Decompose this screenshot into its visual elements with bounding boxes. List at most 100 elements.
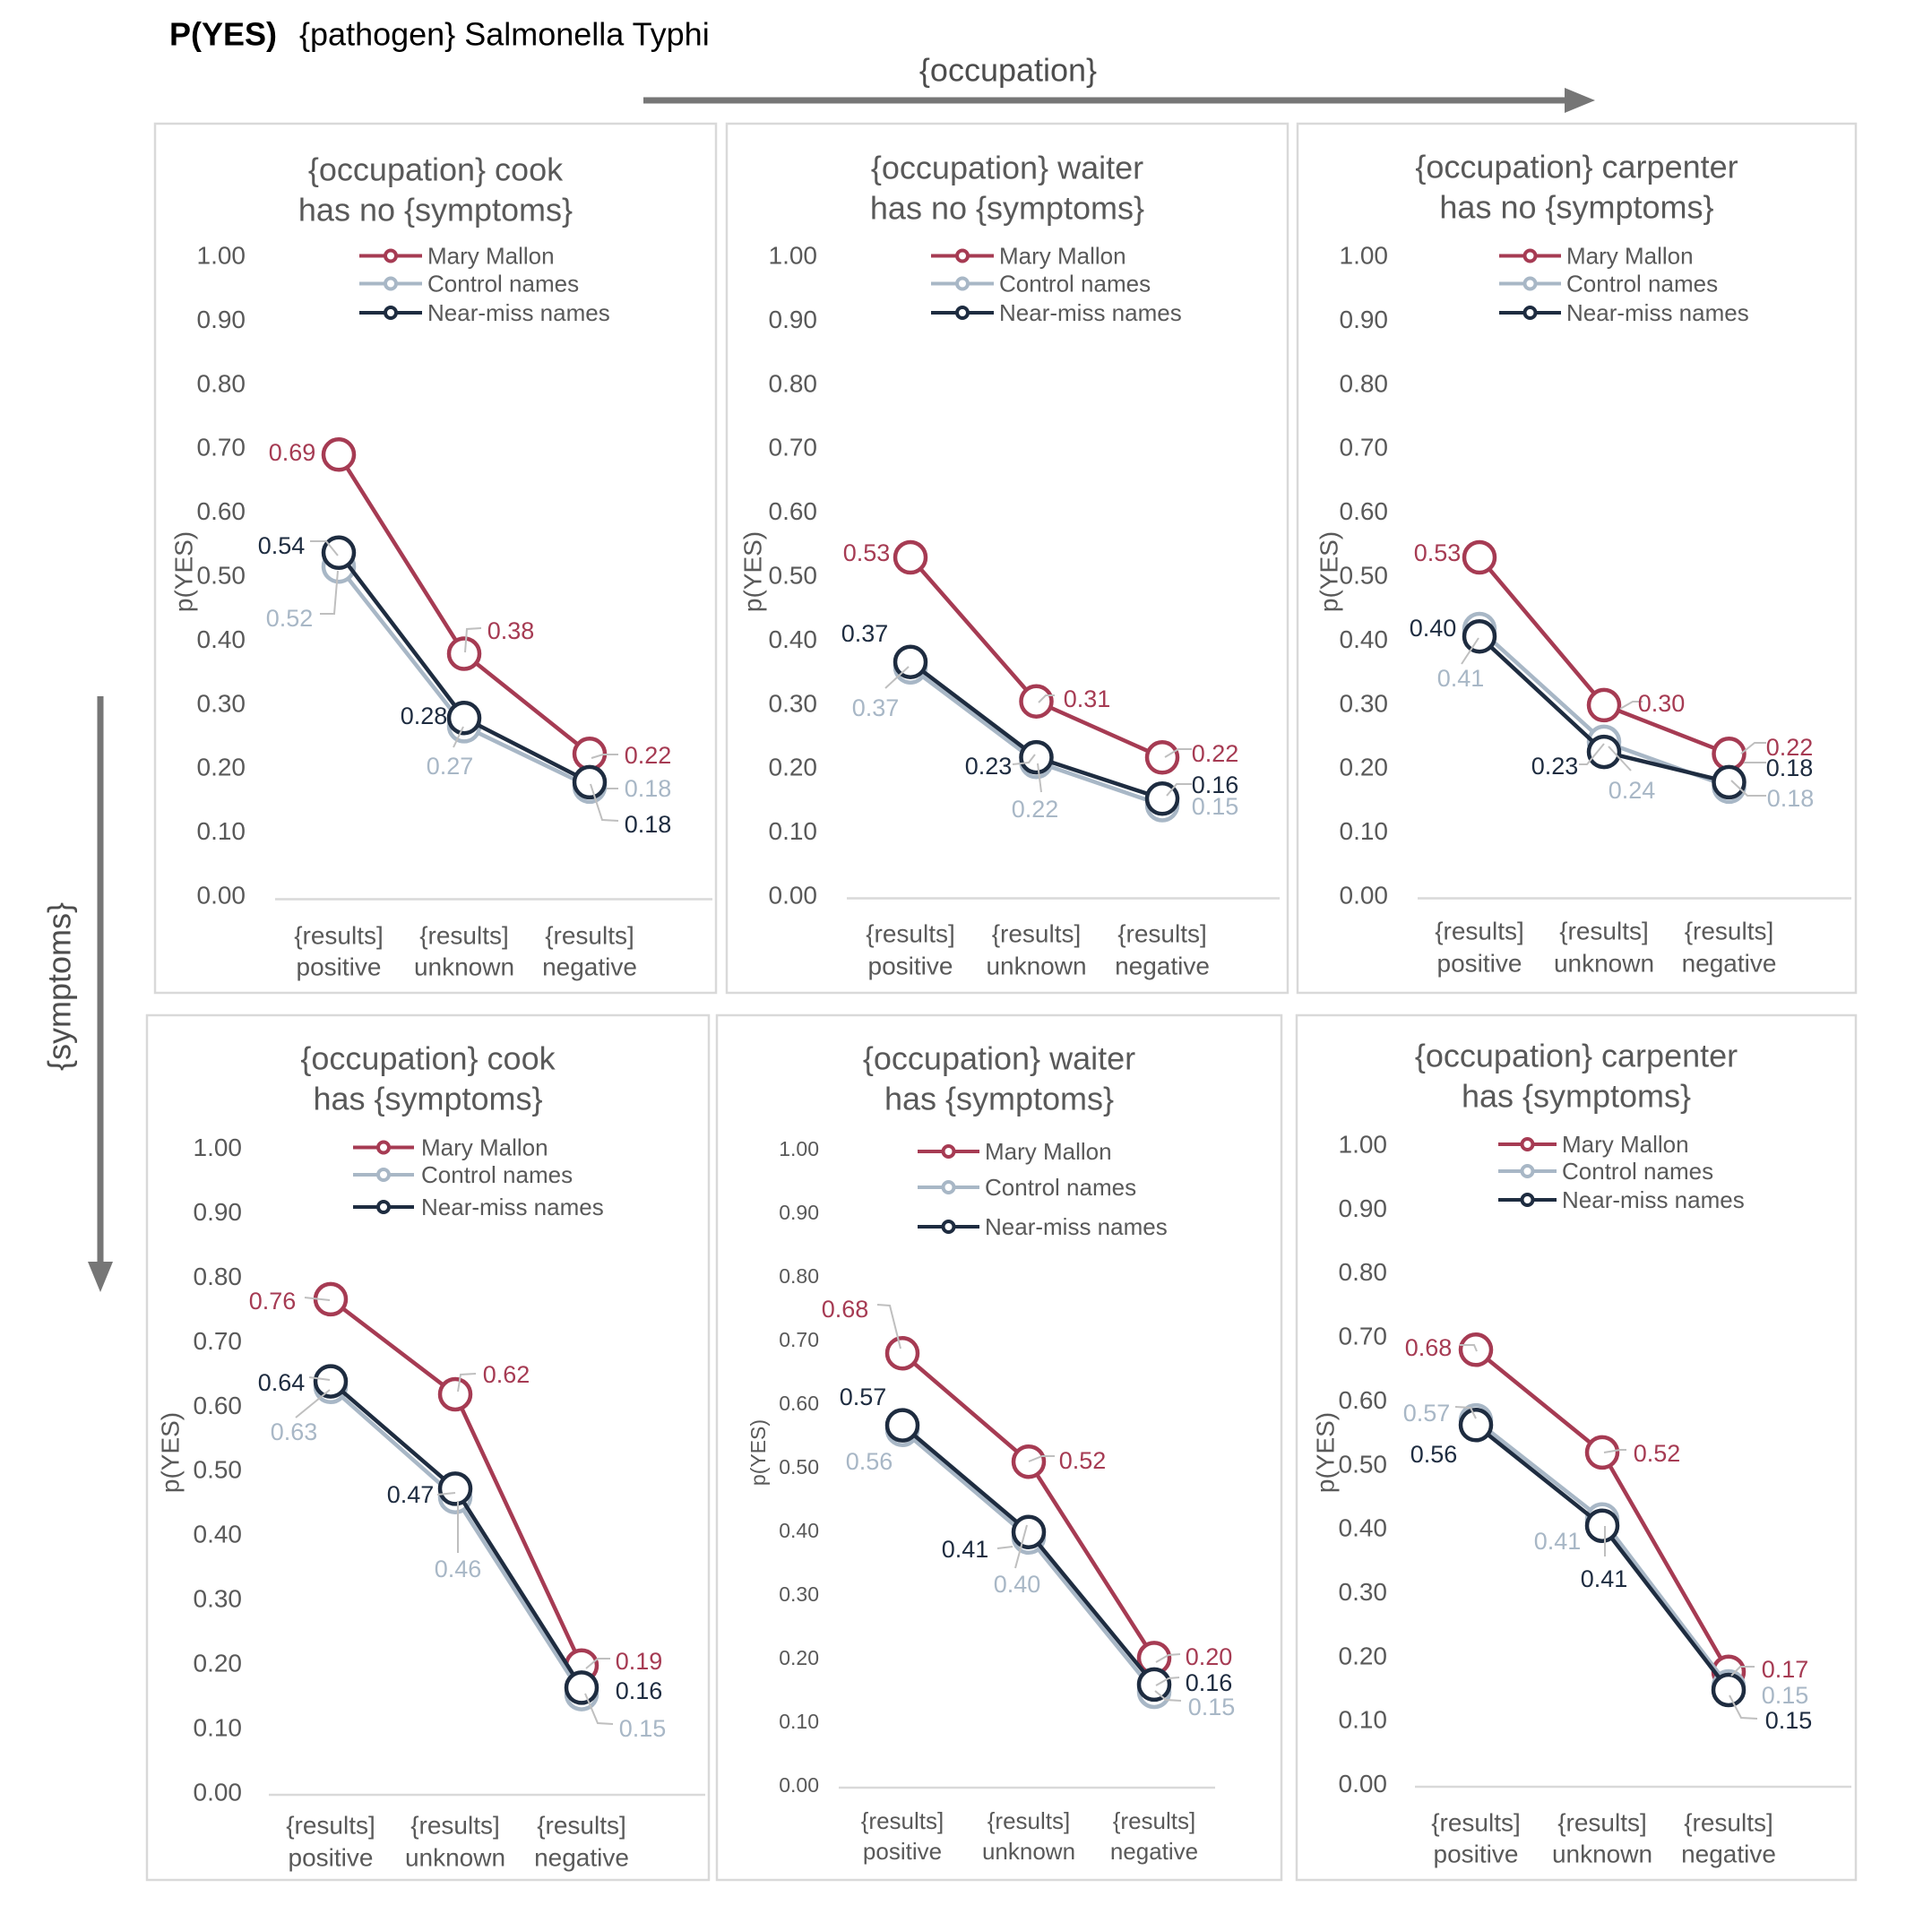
svg-text:negative: negative [534, 1844, 629, 1872]
svg-text:0.30: 0.30 [1339, 1578, 1388, 1606]
svg-text:unknown: unknown [1552, 1841, 1652, 1868]
svg-text:0.27: 0.27 [427, 753, 474, 780]
svg-text:{occupation} carpenter: {occupation} carpenter [1415, 1038, 1738, 1074]
svg-text:0.80: 0.80 [1340, 369, 1389, 397]
svg-text:0.10: 0.10 [1339, 1706, 1388, 1734]
svg-text:0.30: 0.30 [1638, 690, 1686, 717]
svg-text:0.30: 0.30 [779, 1582, 819, 1606]
svg-text:0.76: 0.76 [249, 1288, 297, 1315]
svg-text:{results]: {results] [1685, 918, 1774, 945]
svg-text:Near-miss names: Near-miss names [427, 299, 610, 326]
svg-text:Mary Mallon: Mary Mallon [421, 1134, 548, 1161]
svg-text:0.15: 0.15 [1762, 1682, 1809, 1709]
svg-text:Near-miss names: Near-miss names [421, 1194, 604, 1220]
svg-text:unknown: unknown [405, 1844, 505, 1872]
svg-text:0.24: 0.24 [1609, 777, 1656, 804]
svg-text:0.68: 0.68 [822, 1296, 869, 1323]
svg-text:Near-miss names: Near-miss names [1562, 1186, 1745, 1213]
svg-text:0.64: 0.64 [258, 1369, 306, 1396]
svg-text:0.60: 0.60 [769, 497, 818, 525]
svg-text:has {symptoms}: has {symptoms} [313, 1081, 542, 1117]
svg-text:0.28: 0.28 [401, 703, 448, 729]
svg-text:has no {symptoms}: has no {symptoms} [870, 190, 1144, 227]
svg-text:{results]: {results] [537, 1812, 626, 1840]
svg-text:0.23: 0.23 [1531, 753, 1579, 780]
svg-text:0.80: 0.80 [769, 369, 818, 397]
svg-text:{occupation} waiter: {occupation} waiter [863, 1040, 1135, 1077]
svg-text:Mary Mallon: Mary Mallon [999, 243, 1126, 270]
svg-text:positive: positive [863, 1838, 942, 1865]
svg-text:{results]: {results] [1435, 918, 1524, 945]
svg-text:0.10: 0.10 [779, 1710, 819, 1733]
svg-text:0.40: 0.40 [1410, 615, 1457, 642]
svg-text:0.53: 0.53 [1414, 539, 1462, 566]
svg-text:0.00: 0.00 [779, 1773, 819, 1797]
svg-text:0.60: 0.60 [779, 1392, 819, 1415]
svg-text:0.70: 0.70 [197, 434, 246, 461]
svg-text:has {symptoms}: has {symptoms} [1462, 1078, 1691, 1115]
svg-text:0.22: 0.22 [625, 742, 672, 769]
svg-text:p(YES): p(YES) [1315, 531, 1343, 612]
svg-text:0.00: 0.00 [1340, 882, 1389, 910]
svg-text:0.70: 0.70 [769, 434, 818, 461]
svg-text:0.60: 0.60 [1339, 1386, 1388, 1414]
svg-text:0.56: 0.56 [846, 1448, 893, 1475]
svg-text:{results]: {results] [866, 920, 955, 948]
svg-text:Mary Mallon: Mary Mallon [1562, 1131, 1689, 1158]
svg-text:0.15: 0.15 [1188, 1694, 1236, 1720]
svg-text:{results]: {results] [988, 1807, 1071, 1834]
svg-text:0.53: 0.53 [843, 539, 891, 566]
svg-text:0.20: 0.20 [1340, 754, 1389, 781]
svg-text:1.00: 1.00 [1339, 1131, 1388, 1159]
svg-text:0.68: 0.68 [1405, 1334, 1453, 1361]
svg-text:{results]: {results] [1559, 918, 1649, 945]
svg-text:0.60: 0.60 [194, 1392, 243, 1419]
svg-text:0.00: 0.00 [1339, 1770, 1388, 1798]
svg-text:0.40: 0.40 [1340, 625, 1389, 653]
svg-text:{pathogen} Salmonella Typhi: {pathogen} Salmonella Typhi [299, 16, 710, 53]
svg-text:Near-miss names: Near-miss names [999, 299, 1182, 326]
svg-text:0.90: 0.90 [769, 306, 818, 333]
svg-text:unknown: unknown [986, 953, 1086, 980]
svg-text:0.40: 0.40 [194, 1521, 243, 1548]
svg-text:0.38: 0.38 [487, 617, 535, 644]
svg-text:0.50: 0.50 [194, 1456, 243, 1484]
svg-text:Control names: Control names [421, 1161, 573, 1188]
svg-text:0.18: 0.18 [1767, 785, 1815, 812]
svg-text:0.16: 0.16 [1186, 1669, 1233, 1696]
svg-text:0.70: 0.70 [779, 1328, 819, 1351]
svg-text:0.90: 0.90 [779, 1201, 819, 1224]
svg-text:1.00: 1.00 [769, 242, 818, 270]
svg-text:{occupation} cook: {occupation} cook [308, 151, 564, 188]
svg-text:0.80: 0.80 [194, 1263, 243, 1290]
svg-text:Control names: Control names [985, 1174, 1136, 1201]
svg-text:0.15: 0.15 [1765, 1707, 1813, 1734]
svg-text:{results]: {results] [419, 922, 509, 950]
svg-text:0.20: 0.20 [194, 1650, 243, 1677]
svg-text:{results]: {results] [1557, 1809, 1647, 1837]
svg-text:{results]: {results] [992, 920, 1082, 948]
svg-text:positive: positive [868, 953, 953, 980]
svg-text:{results]: {results] [1113, 1807, 1196, 1834]
svg-text:Near-miss names: Near-miss names [985, 1213, 1168, 1240]
svg-text:0.10: 0.10 [194, 1714, 243, 1742]
svg-text:0.20: 0.20 [1186, 1643, 1233, 1670]
svg-text:0.40: 0.40 [779, 1519, 819, 1542]
svg-text:0.46: 0.46 [435, 1556, 482, 1582]
svg-text:positive: positive [289, 1844, 374, 1872]
svg-text:1.00: 1.00 [1340, 242, 1389, 270]
svg-text:0.20: 0.20 [197, 754, 246, 781]
svg-text:0.16: 0.16 [1192, 772, 1239, 798]
svg-text:Mary Mallon: Mary Mallon [985, 1138, 1112, 1165]
svg-text:p(YES): p(YES) [170, 531, 198, 612]
svg-text:{symptoms}: {symptoms} [41, 902, 78, 1071]
svg-text:0.50: 0.50 [197, 562, 246, 590]
svg-text:Mary Mallon: Mary Mallon [1566, 243, 1694, 270]
svg-text:0.15: 0.15 [619, 1715, 667, 1742]
svg-text:0.40: 0.40 [1339, 1514, 1388, 1542]
svg-text:negative: negative [1682, 950, 1777, 978]
svg-text:0.50: 0.50 [769, 562, 818, 590]
svg-text:positive: positive [1437, 950, 1522, 978]
svg-text:unknown: unknown [1554, 950, 1654, 978]
svg-text:0.41: 0.41 [942, 1536, 989, 1563]
